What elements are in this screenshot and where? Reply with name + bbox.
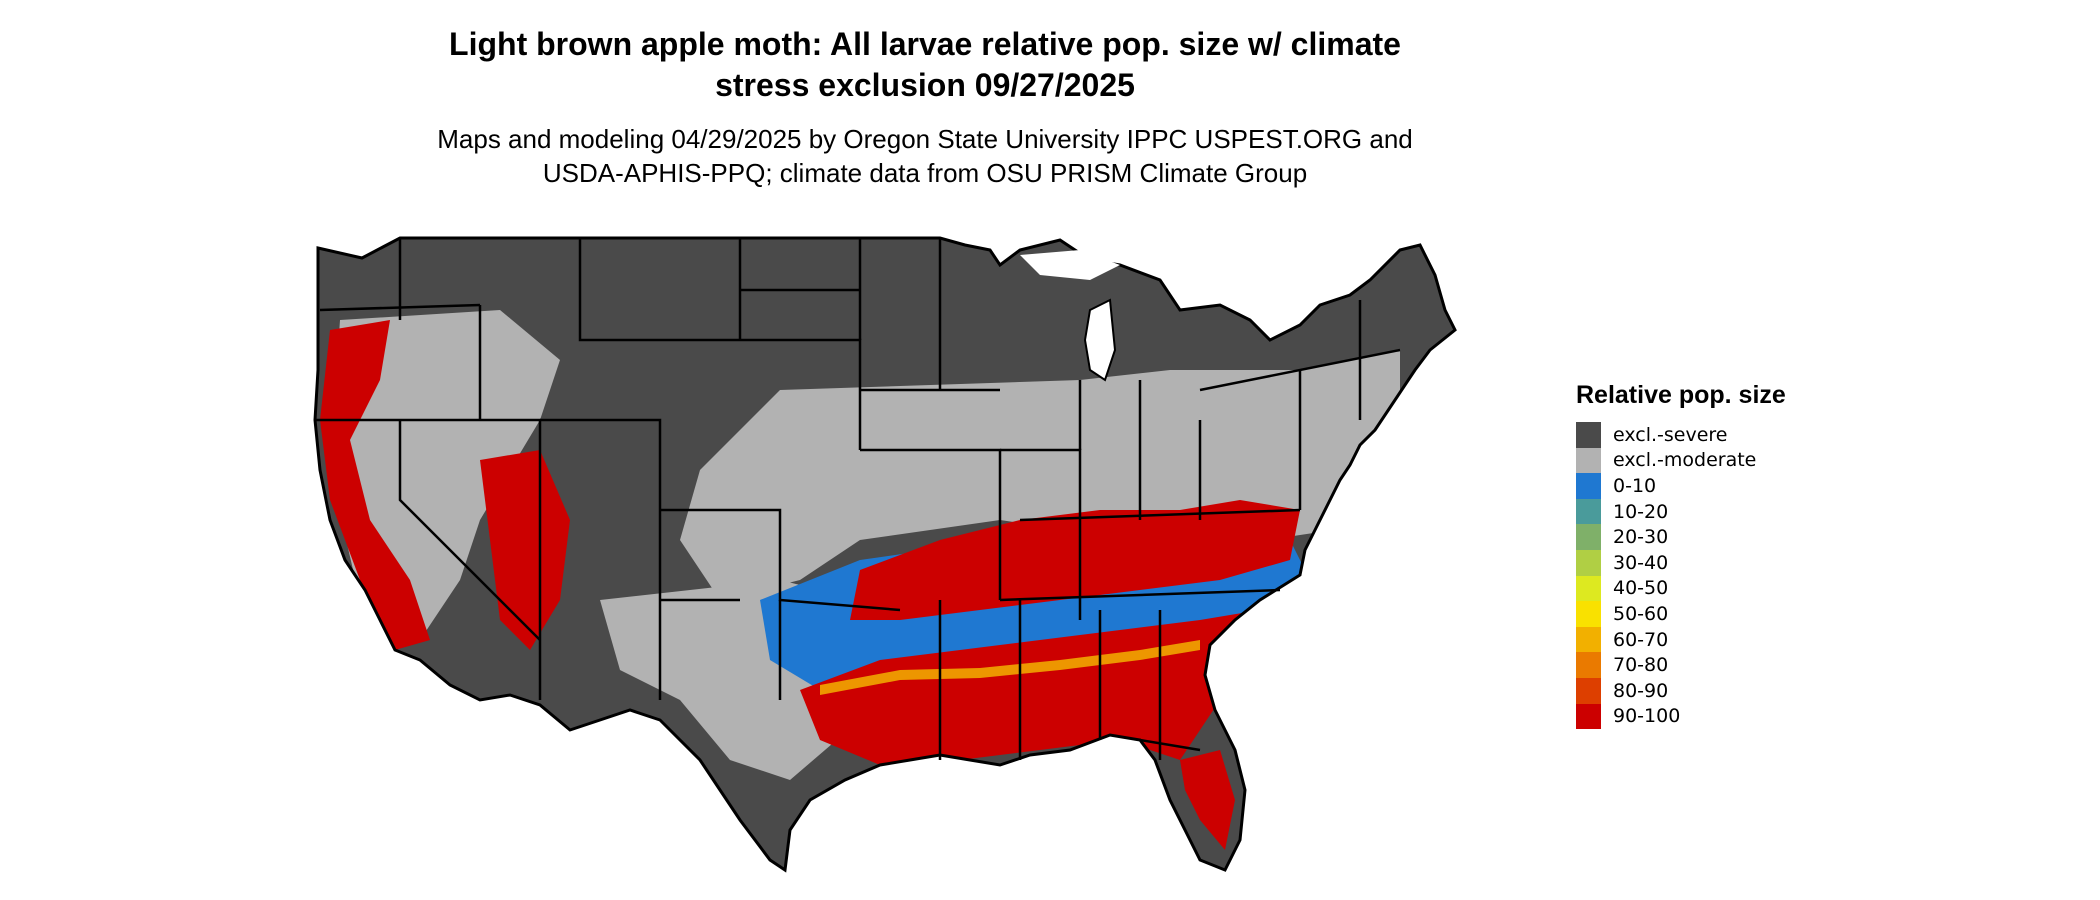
great-lakes-michigan <box>1083 298 1117 382</box>
legend-swatch <box>1576 703 1601 730</box>
legend-item: excl.-moderate <box>1576 447 1786 474</box>
legend-item: 30-40 <box>1576 549 1786 576</box>
legend-label: excl.-severe <box>1613 423 1728 446</box>
state-borders <box>315 238 1401 760</box>
us-map <box>313 236 1457 873</box>
legend-label: 70-80 <box>1613 654 1669 677</box>
legend-label: 30-40 <box>1613 551 1669 574</box>
legend-item: excl.-severe <box>1576 422 1786 448</box>
legend-label: 40-50 <box>1613 577 1669 600</box>
map-title: Light brown apple moth: All larvae relat… <box>380 24 1470 106</box>
map-subtitle: Maps and modeling 04/29/2025 by Oregon S… <box>380 122 1470 190</box>
legend-label: 90-100 <box>1613 705 1681 728</box>
legend-item: 70-80 <box>1576 652 1786 678</box>
legend-label: 80-90 <box>1613 679 1669 702</box>
legend-label: 20-30 <box>1613 526 1669 549</box>
region-high-florida <box>1180 750 1235 850</box>
great-lakes-superior <box>1020 250 1120 280</box>
legend-swatch <box>1576 601 1601 627</box>
border-5 <box>398 420 541 641</box>
title-line-1: Light brown apple moth: All larvae relat… <box>449 26 1401 62</box>
legend-label: 60-70 <box>1613 628 1669 651</box>
map-fill-layer <box>315 238 1455 870</box>
legend-label: 10-20 <box>1613 500 1669 523</box>
legend-swatch <box>1576 549 1601 576</box>
border-2 <box>319 303 481 312</box>
region-high-southwest <box>480 450 570 650</box>
title-line-2: stress exclusion 09/27/2025 <box>715 67 1135 103</box>
border-7 <box>540 418 662 700</box>
legend-swatch <box>1576 575 1601 602</box>
legend-swatch <box>1576 626 1601 653</box>
legend-swatch <box>1576 447 1601 474</box>
legend-item: 20-30 <box>1576 524 1786 550</box>
legend-item: 40-50 <box>1576 575 1786 602</box>
legend-label: 0-10 <box>1613 474 1657 497</box>
border-13 <box>660 508 901 612</box>
legend-item: 80-90 <box>1576 677 1786 704</box>
subtitle-line-1: Maps and modeling 04/29/2025 by Oregon S… <box>437 124 1413 154</box>
legend-swatch <box>1576 652 1601 678</box>
legend-swatch <box>1576 422 1601 448</box>
region-mid-band <box>820 640 1200 695</box>
legend-swatch <box>1576 524 1601 550</box>
region-high-west <box>320 320 430 650</box>
legend-item: 60-70 <box>1576 626 1786 653</box>
legend-swatch <box>1576 473 1601 499</box>
region-high-north <box>850 500 1300 620</box>
legend-title: Relative pop. size <box>1576 381 1786 409</box>
legend-label: 50-60 <box>1613 602 1669 625</box>
legend-label: excl.-moderate <box>1613 449 1757 472</box>
legend: Relative pop. size excl.-severe excl.-mod… <box>1576 380 1786 730</box>
legend-items: excl.-severe excl.-moderate 0-10 10-20 20-30… <box>1576 422 1786 730</box>
legend-item: 0-10 <box>1576 473 1786 499</box>
legend-swatch <box>1576 677 1601 704</box>
legend-item: 90-100 <box>1576 703 1786 730</box>
legend-item: 10-20 <box>1576 498 1786 525</box>
us-outline <box>313 236 1457 873</box>
border-21 <box>999 588 1281 602</box>
subtitle-line-2: USDA-APHIS-PPQ; climate data from OSU PR… <box>542 158 1308 188</box>
border-22 <box>1019 508 1301 522</box>
legend-swatch <box>1576 498 1601 525</box>
border-9 <box>578 238 660 342</box>
legend-item: 50-60 <box>1576 601 1786 627</box>
border-29 <box>1139 738 1201 752</box>
